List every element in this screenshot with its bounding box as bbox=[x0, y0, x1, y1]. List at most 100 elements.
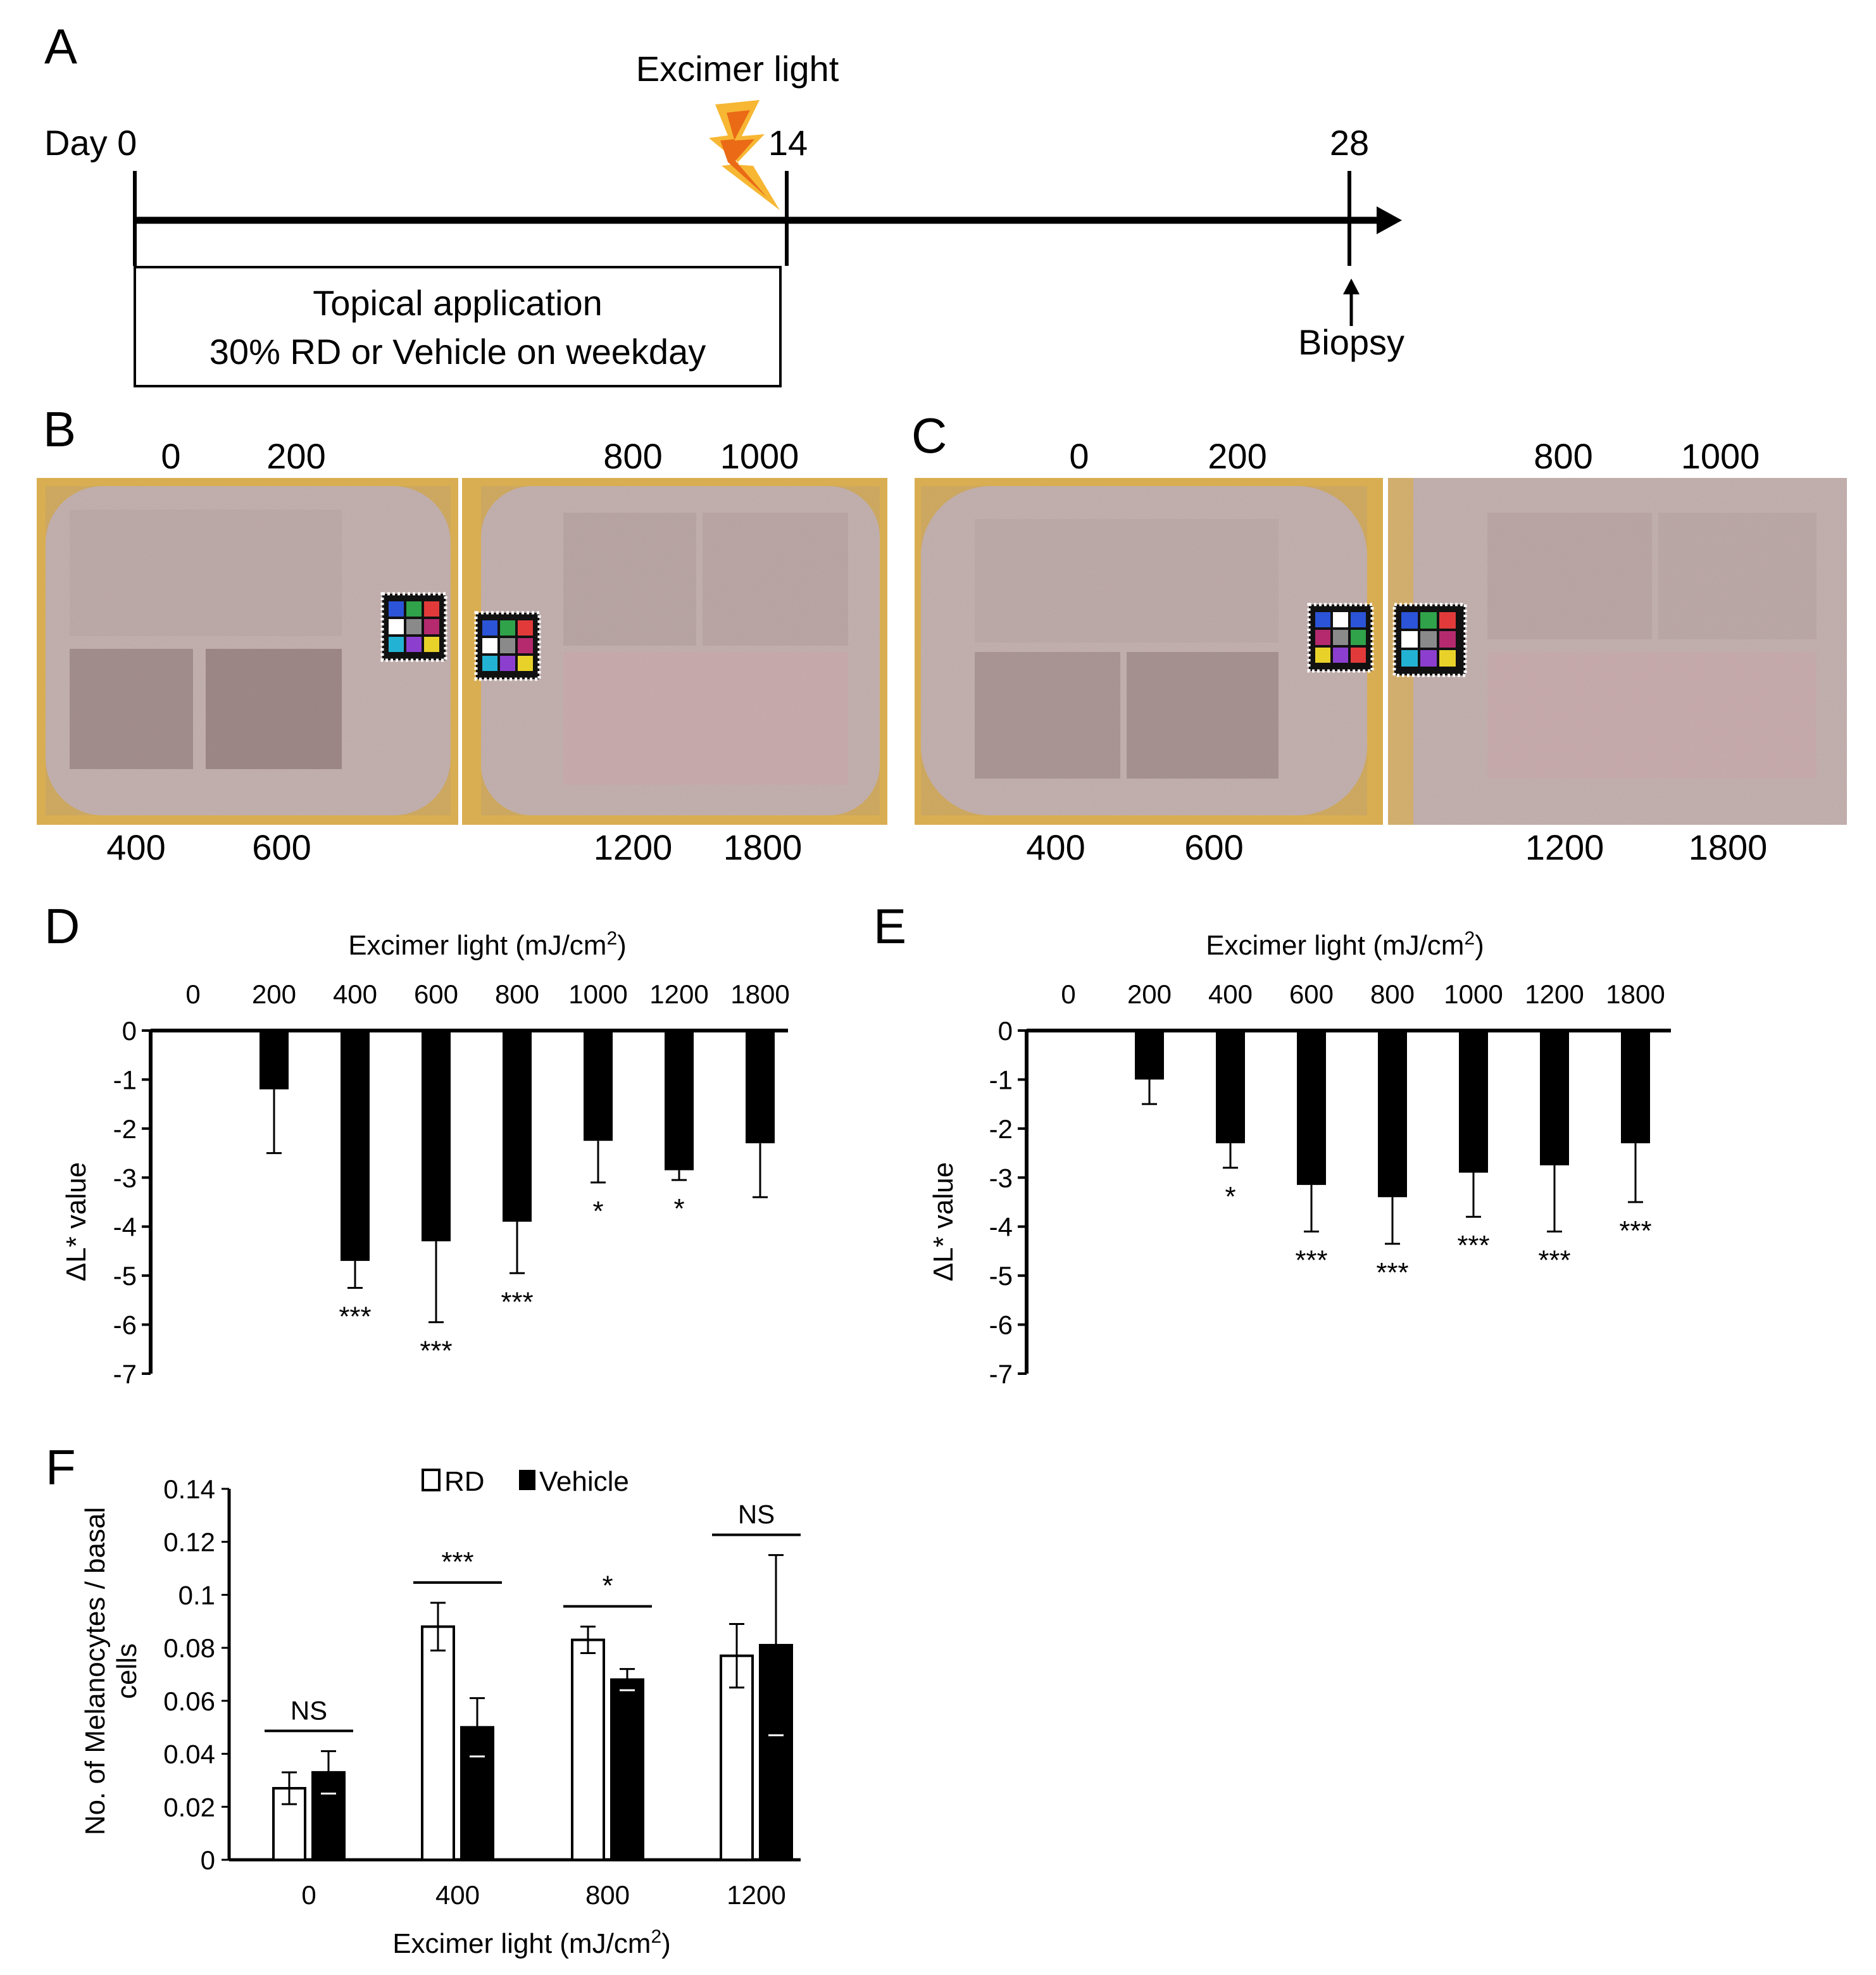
y-tick-label: -1 bbox=[113, 1065, 137, 1094]
bar bbox=[584, 1031, 613, 1141]
x-tick-label: 200 bbox=[252, 979, 296, 1009]
y-tick-label: -7 bbox=[989, 1359, 1013, 1389]
bar bbox=[1378, 1031, 1407, 1198]
y-tick-label: -5 bbox=[113, 1261, 137, 1291]
bar-chart-e: 0 -1 -2 -3 -4 -5 -6 -7 0 200 400 * 600 *** 800 *** 1000 *… bbox=[989, 979, 1671, 1389]
dose-label: 0 bbox=[1069, 436, 1089, 476]
dose-label: 200 bbox=[266, 436, 325, 476]
bar bbox=[1621, 1031, 1650, 1144]
skin-photo-left bbox=[37, 478, 458, 825]
x-tick-label: 1200 bbox=[1525, 979, 1584, 1009]
bar bbox=[1297, 1031, 1326, 1185]
y-tick-label: 0.06 bbox=[163, 1686, 215, 1716]
color-checker-card bbox=[1307, 603, 1374, 673]
x-tick-label: 1800 bbox=[730, 979, 789, 1009]
significance-label: * bbox=[592, 1196, 603, 1227]
y-axis-label-f-2: cells bbox=[111, 1643, 142, 1699]
significance-label: *** bbox=[1619, 1215, 1651, 1246]
x-axis-label-f: Excimer light (mJ/cm2) bbox=[392, 1926, 671, 1959]
bar-vehicle bbox=[610, 1678, 644, 1861]
y-tick-label: 0.1 bbox=[178, 1580, 215, 1610]
biopsy-label: Biopsy bbox=[1298, 322, 1404, 362]
y-tick-label: 0.02 bbox=[163, 1792, 215, 1822]
dose-label: 600 bbox=[1184, 827, 1243, 867]
y-tick-label: -2 bbox=[989, 1114, 1013, 1144]
legend-swatch-vehicle bbox=[519, 1470, 535, 1490]
panel-label-e: E bbox=[873, 898, 906, 954]
y-tick-label: -1 bbox=[989, 1065, 1013, 1094]
y-axis-label-d: ΔL* value bbox=[61, 1162, 92, 1281]
dose-label: 600 bbox=[252, 827, 311, 867]
skin-photo-right bbox=[1388, 478, 1847, 825]
x-tick-label: 600 bbox=[414, 979, 458, 1009]
panel-label-c: C bbox=[911, 408, 947, 463]
color-checker-card bbox=[474, 611, 541, 681]
dose-label: 1000 bbox=[720, 436, 799, 476]
panel-e: E Excimer light (mJ/cm2) ΔL* value 0 -1 -2… bbox=[873, 898, 1671, 1389]
x-tick-label: 200 bbox=[1127, 979, 1172, 1009]
skin-photo-left bbox=[915, 478, 1383, 825]
dose-label: 800 bbox=[1534, 436, 1592, 476]
bar bbox=[1216, 1031, 1245, 1144]
x-tick-label: 400 bbox=[1208, 979, 1253, 1009]
panel-f: F No. of Melanocytes / basal cells Excim… bbox=[46, 1439, 801, 1959]
y-tick-label: 0.04 bbox=[163, 1740, 215, 1769]
legend-label-rd: RD bbox=[444, 1466, 485, 1497]
y-tick-label: -3 bbox=[989, 1163, 1013, 1193]
dose-label: 1200 bbox=[1525, 827, 1604, 867]
bar bbox=[260, 1031, 289, 1089]
y-tick-label: -3 bbox=[113, 1163, 137, 1193]
significance-label: *** bbox=[501, 1286, 533, 1317]
panel-label-b: B bbox=[43, 401, 76, 457]
x-tick-label: 1800 bbox=[1606, 979, 1665, 1009]
day14-label: 14 bbox=[768, 123, 808, 163]
bar-chart-d: 0 -1 -2 -3 -4 -5 -6 -7 0 200 400 *** 600 *** 800 *** 100… bbox=[113, 979, 790, 1389]
bar bbox=[341, 1031, 370, 1261]
significance-label: * bbox=[1225, 1181, 1235, 1212]
bar-chart-f: 0 0.02 0.04 0.06 0.08 0.1 0.12 0.14 0 NS 400 *** 800… bbox=[163, 1474, 801, 1910]
bar bbox=[503, 1031, 532, 1222]
significance-label: NS bbox=[291, 1695, 327, 1725]
y-tick-label: -4 bbox=[113, 1212, 137, 1242]
skin-photo-right bbox=[462, 478, 887, 825]
x-tick-label: 1000 bbox=[568, 979, 627, 1009]
y-tick-label: -5 bbox=[989, 1261, 1013, 1291]
excimer-light-label: Excimer light bbox=[636, 49, 839, 89]
legend: RD Vehicle bbox=[422, 1466, 629, 1497]
dose-label: 0 bbox=[161, 436, 180, 476]
treatment-box bbox=[134, 266, 782, 387]
significance-label: *** bbox=[1457, 1230, 1489, 1261]
y-tick-label: 0 bbox=[122, 1016, 137, 1046]
significance-label: *** bbox=[441, 1546, 473, 1577]
chart-title-e: Excimer light (mJ/cm2) bbox=[1206, 928, 1484, 961]
y-tick-label: -7 bbox=[113, 1359, 137, 1389]
day28-label: 28 bbox=[1330, 123, 1369, 163]
panel-label-a: A bbox=[44, 18, 77, 74]
dose-label: 400 bbox=[1026, 827, 1085, 867]
x-tick-label: 1200 bbox=[649, 979, 708, 1009]
significance-label: *** bbox=[420, 1336, 452, 1367]
x-tick-label: 400 bbox=[435, 1880, 480, 1910]
biopsy-arrowhead bbox=[1343, 279, 1360, 294]
legend-label-vehicle: Vehicle bbox=[539, 1466, 629, 1497]
timeline-arrowhead bbox=[1377, 206, 1402, 234]
y-tick-label: 0.08 bbox=[163, 1633, 215, 1663]
dose-label: 1200 bbox=[594, 827, 673, 867]
y-axis-label-e: ΔL* value bbox=[928, 1162, 959, 1281]
panel-b: B 0 200 800 1000 bbox=[37, 401, 887, 867]
x-tick-label: 1000 bbox=[1444, 979, 1503, 1009]
y-tick-label: -4 bbox=[989, 1212, 1013, 1242]
panel-label-d: D bbox=[44, 898, 80, 954]
dose-label: 1800 bbox=[723, 827, 803, 867]
color-checker-card bbox=[380, 592, 447, 662]
bar bbox=[422, 1031, 451, 1241]
bar bbox=[665, 1031, 694, 1170]
y-tick-label: 0 bbox=[201, 1845, 215, 1875]
x-tick-label: 400 bbox=[333, 979, 377, 1009]
panel-a: A Excimer light Day 0 14 28 Topical appl… bbox=[44, 18, 1404, 387]
x-tick-label: 0 bbox=[1061, 979, 1075, 1009]
significance-label: NS bbox=[738, 1500, 775, 1529]
significance-label: * bbox=[602, 1571, 613, 1602]
bar bbox=[1135, 1031, 1164, 1080]
y-tick-label: -2 bbox=[113, 1114, 137, 1144]
